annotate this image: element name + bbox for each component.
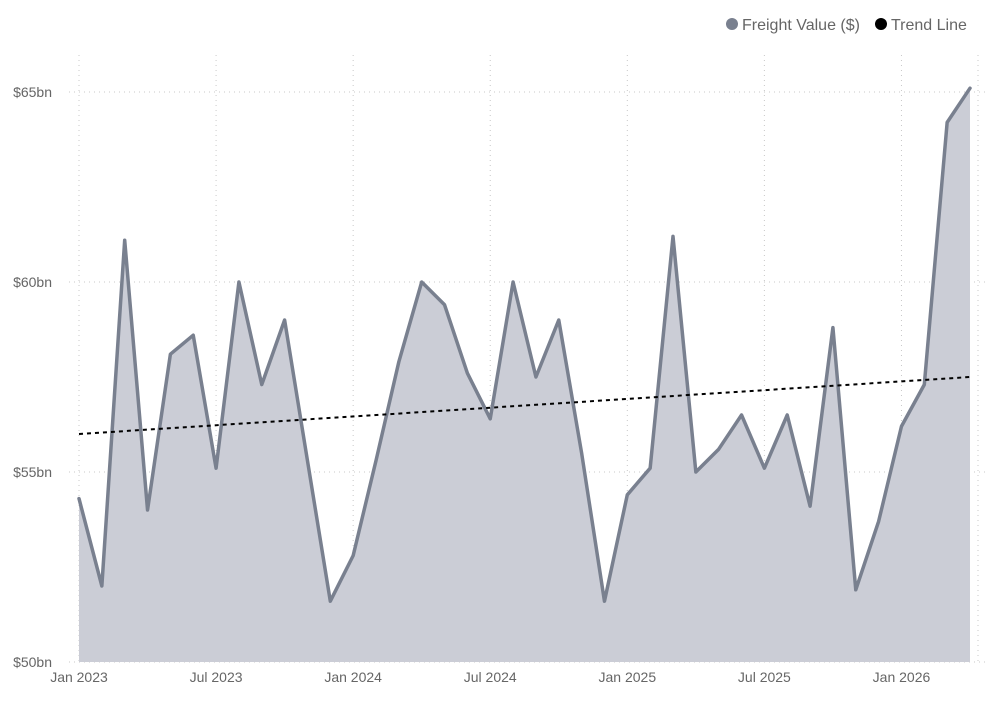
- legend-item[interactable]: Freight Value ($): [726, 17, 860, 34]
- line-layer: [77, 86, 972, 603]
- y-tick-label: $50bn: [13, 654, 52, 670]
- y-tick-label: $60bn: [13, 274, 52, 290]
- freight-value-line: [77, 86, 972, 603]
- legend-item[interactable]: Trend Line: [875, 17, 967, 34]
- x-tick-label: Jan 2026: [873, 669, 931, 685]
- x-tick-label: Jul 2025: [738, 669, 791, 685]
- x-tick-label: Jul 2024: [464, 669, 517, 685]
- x-axis: Jan 2023 Jul 2023 Jan 2024 Jul 2024 Jan 2025…: [50, 669, 930, 685]
- x-tick-label: Jan 2025: [599, 669, 657, 685]
- freight-value-area: [79, 88, 970, 662]
- x-tick-label: Jan 2023: [50, 669, 108, 685]
- legend-label: Trend Line: [891, 17, 967, 34]
- legend-label: Freight Value ($): [742, 17, 860, 34]
- x-tick-label: Jul 2023: [190, 669, 243, 685]
- legend-marker-icon: [726, 18, 738, 30]
- y-tick-label: $65bn: [13, 84, 52, 100]
- legend[interactable]: Freight Value ($) Trend Line: [726, 17, 967, 34]
- area-layer: [79, 88, 970, 662]
- x-tick-label: Jan 2024: [324, 669, 382, 685]
- y-axis: $50bn $55bn $60bn $65bn: [13, 84, 52, 670]
- trend-layer: [78, 376, 971, 435]
- trend-line: [78, 376, 971, 435]
- y-tick-label: $55bn: [13, 464, 52, 480]
- legend-marker-icon: [875, 18, 887, 30]
